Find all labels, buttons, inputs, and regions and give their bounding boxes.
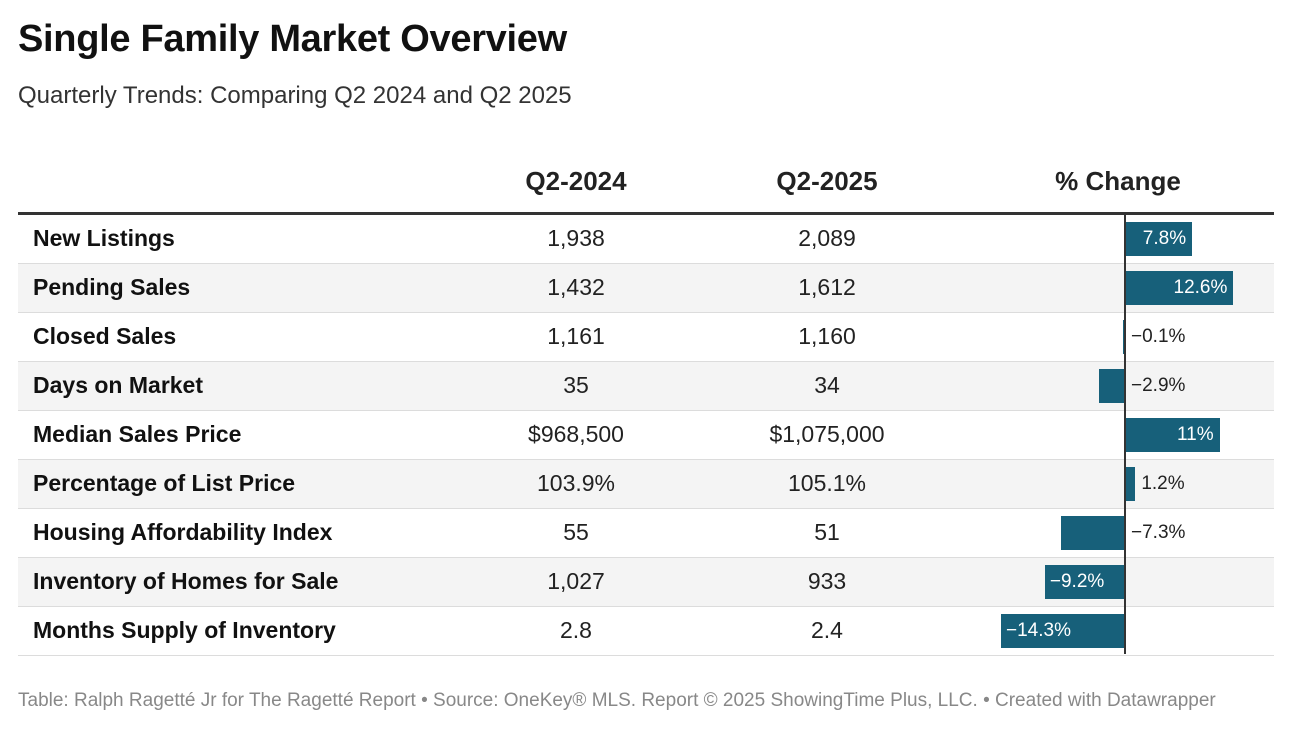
change-label: 11%	[1176, 424, 1214, 445]
row-label: Closed Sales	[33, 323, 177, 349]
value-q2-2025: 1,160	[798, 323, 856, 349]
row-label: Housing Affordability Index	[33, 519, 333, 545]
table-header: Q2-2024 Q2-2025 % Change	[18, 160, 1274, 215]
change-label: −2.9%	[1131, 375, 1186, 396]
value-q2-2024: 2.8	[560, 617, 592, 643]
value-q2-2025: 105.1%	[787, 470, 866, 496]
change-label: −7.3%	[1131, 522, 1186, 543]
change-bar	[1125, 222, 1193, 256]
value-q2-2024: $968,500	[528, 421, 624, 447]
chart-subtitle: Quarterly Trends: Comparing Q2 2024 and …	[18, 82, 572, 109]
row-label: Inventory of Homes for Sale	[33, 568, 339, 594]
value-q2-2025: 2.4	[811, 617, 843, 643]
value-q2-2024: 1,938	[547, 225, 605, 251]
change-label: 1.2%	[1141, 473, 1185, 494]
value-q2-2024: 1,432	[547, 274, 605, 300]
value-q2-2025: 2,089	[798, 225, 856, 251]
change-zero-axis	[1124, 213, 1126, 654]
table-row: Inventory of Homes for Sale 1,027 933 −9.2%	[18, 558, 1274, 607]
change-bar	[1001, 614, 1124, 648]
table-row: Percentage of List Price 103.9% 105.1% 1.2%	[18, 460, 1274, 509]
table-row: Months Supply of Inventory 2.8 2.4 −14.3%	[18, 607, 1274, 656]
change-bar	[1123, 320, 1124, 354]
column-header-change: % Change	[1055, 166, 1181, 196]
table-row: Days on Market 35 34 −2.9%	[18, 362, 1274, 411]
value-q2-2024: 35	[563, 372, 589, 398]
change-label: −14.3%	[1006, 620, 1071, 641]
chart-title: Single Family Market Overview	[18, 18, 567, 60]
change-label: 7.8%	[1142, 228, 1187, 249]
column-header-q2-2024: Q2-2024	[525, 166, 627, 196]
row-label: Months Supply of Inventory	[33, 617, 336, 643]
value-q2-2024: 103.9%	[536, 470, 615, 496]
market-table: Q2-2024 Q2-2025 % Change New Listings 1,9…	[18, 160, 1274, 656]
change-bar	[1061, 516, 1124, 550]
change-label: −0.1%	[1131, 326, 1186, 347]
table-row: New Listings 1,938 2,089 7.8%	[18, 215, 1274, 264]
row-label: New Listings	[33, 225, 175, 251]
change-bar	[1125, 467, 1136, 501]
value-q2-2025: 51	[814, 519, 840, 545]
value-q2-2024: 1,027	[547, 568, 605, 594]
table-row: Closed Sales 1,161 1,160 −0.1%	[18, 313, 1274, 362]
value-q2-2024: 1,161	[547, 323, 605, 349]
row-label: Days on Market	[33, 372, 204, 398]
table-row: Median Sales Price $968,500 $1,075,000 11%	[18, 411, 1274, 460]
column-header-q2-2025: Q2-2025	[776, 166, 878, 196]
row-label: Pending Sales	[33, 274, 191, 300]
value-q2-2025: 1,612	[798, 274, 856, 300]
value-q2-2025: 933	[807, 568, 847, 594]
change-label: −9.2%	[1049, 571, 1105, 592]
table-row: Pending Sales 1,432 1,612 12.6%	[18, 264, 1274, 313]
change-label: 12.6%	[1173, 277, 1228, 298]
row-label: Median Sales Price	[33, 421, 242, 447]
value-q2-2025: $1,075,000	[769, 421, 885, 447]
row-label: Percentage of List Price	[33, 470, 296, 496]
value-q2-2025: 34	[814, 372, 840, 398]
table-body: New Listings 1,938 2,089 7.8% Pending Sales 1…	[18, 215, 1274, 656]
change-bar	[1099, 369, 1124, 403]
value-q2-2024: 55	[563, 519, 589, 545]
table-row: Housing Affordability Index 55 51 −7.3%	[18, 509, 1274, 558]
change-bar	[1125, 271, 1234, 305]
change-bar	[1044, 565, 1124, 599]
chart-footer: Table: Ralph Ragetté Jr for The Ragetté …	[18, 690, 1216, 711]
change-bar	[1125, 418, 1220, 452]
